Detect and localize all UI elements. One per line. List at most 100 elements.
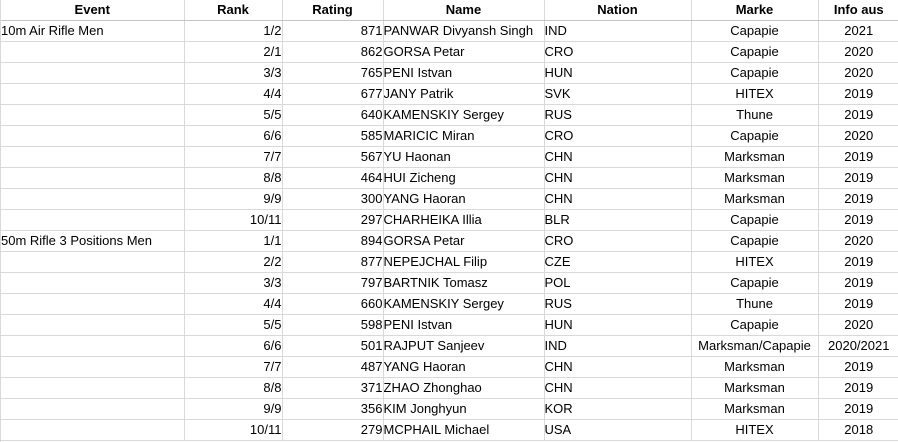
cell-rating[interactable]: 297: [282, 209, 384, 231]
cell-rank[interactable]: 6/6: [184, 335, 283, 357]
cell-rank[interactable]: 10/11: [184, 209, 283, 231]
cell-rating[interactable]: 567: [282, 146, 384, 168]
cell-name[interactable]: YANG Haoran: [383, 356, 545, 378]
cell-event[interactable]: [1, 398, 185, 420]
cell-rating[interactable]: 501: [282, 335, 384, 357]
cell-event[interactable]: [1, 104, 185, 126]
cell-nation[interactable]: IND: [544, 20, 692, 42]
cell-name[interactable]: YANG Haoran: [383, 188, 545, 210]
cell-rating[interactable]: 487: [282, 356, 384, 378]
cell-rank[interactable]: 1/2: [184, 20, 283, 42]
cell-marke[interactable]: Capapie: [691, 209, 819, 231]
cell-marke[interactable]: Marksman: [691, 398, 819, 420]
cell-rank[interactable]: 6/6: [184, 125, 283, 147]
cell-rating[interactable]: 585: [282, 125, 384, 147]
cell-nation[interactable]: CRO: [544, 230, 692, 252]
header-cell-name[interactable]: Name: [383, 0, 545, 21]
cell-event[interactable]: 50m Rifle 3 Positions Men: [1, 230, 185, 252]
cell-name[interactable]: JANY Patrik: [383, 83, 545, 105]
header-cell-info_aus[interactable]: Info aus: [818, 0, 898, 21]
cell-info_aus[interactable]: 2019: [818, 377, 898, 399]
cell-rank[interactable]: 5/5: [184, 314, 283, 336]
cell-name[interactable]: PENI Istvan: [383, 62, 545, 84]
cell-rank[interactable]: 8/8: [184, 167, 283, 189]
cell-marke[interactable]: Capapie: [691, 125, 819, 147]
cell-info_aus[interactable]: 2019: [818, 272, 898, 294]
cell-info_aus[interactable]: 2019: [818, 398, 898, 420]
cell-event[interactable]: [1, 251, 185, 273]
cell-rank[interactable]: 3/3: [184, 62, 283, 84]
cell-name[interactable]: ZHAO Zhonghao: [383, 377, 545, 399]
cell-rank[interactable]: 9/9: [184, 188, 283, 210]
cell-nation[interactable]: HUN: [544, 314, 692, 336]
cell-nation[interactable]: CHN: [544, 377, 692, 399]
cell-name[interactable]: MCPHAIL Michael: [383, 419, 545, 441]
cell-event[interactable]: [1, 419, 185, 441]
cell-rating[interactable]: 894: [282, 230, 384, 252]
cell-rank[interactable]: 1/1: [184, 230, 283, 252]
cell-marke[interactable]: Capapie: [691, 62, 819, 84]
cell-rating[interactable]: 877: [282, 251, 384, 273]
cell-info_aus[interactable]: 2019: [818, 167, 898, 189]
cell-info_aus[interactable]: 2020: [818, 230, 898, 252]
cell-rank[interactable]: 10/11: [184, 419, 283, 441]
cell-name[interactable]: YU Haonan: [383, 146, 545, 168]
header-cell-rank[interactable]: Rank: [184, 0, 283, 21]
cell-rating[interactable]: 765: [282, 62, 384, 84]
cell-nation[interactable]: SVK: [544, 83, 692, 105]
cell-nation[interactable]: CRO: [544, 41, 692, 63]
cell-name[interactable]: PENI Istvan: [383, 314, 545, 336]
cell-rating[interactable]: 660: [282, 293, 384, 315]
cell-nation[interactable]: RUS: [544, 293, 692, 315]
cell-marke[interactable]: Thune: [691, 104, 819, 126]
cell-rank[interactable]: 2/2: [184, 251, 283, 273]
cell-nation[interactable]: CZE: [544, 251, 692, 273]
cell-rank[interactable]: 7/7: [184, 356, 283, 378]
cell-marke[interactable]: Capapie: [691, 20, 819, 42]
cell-rank[interactable]: 9/9: [184, 398, 283, 420]
cell-marke[interactable]: Capapie: [691, 314, 819, 336]
cell-event[interactable]: [1, 83, 185, 105]
cell-nation[interactable]: BLR: [544, 209, 692, 231]
cell-event[interactable]: [1, 377, 185, 399]
cell-event[interactable]: 10m Air Rifle Men: [1, 20, 185, 42]
cell-name[interactable]: KIM Jonghyun: [383, 398, 545, 420]
cell-name[interactable]: KAMENSKIY Sergey: [383, 293, 545, 315]
cell-name[interactable]: MARICIC Miran: [383, 125, 545, 147]
cell-info_aus[interactable]: 2019: [818, 209, 898, 231]
cell-info_aus[interactable]: 2020: [818, 62, 898, 84]
cell-nation[interactable]: USA: [544, 419, 692, 441]
cell-rank[interactable]: 5/5: [184, 104, 283, 126]
cell-name[interactable]: HUI Zicheng: [383, 167, 545, 189]
cell-event[interactable]: [1, 272, 185, 294]
cell-nation[interactable]: CHN: [544, 167, 692, 189]
cell-nation[interactable]: CHN: [544, 188, 692, 210]
cell-rank[interactable]: 7/7: [184, 146, 283, 168]
cell-info_aus[interactable]: 2019: [818, 188, 898, 210]
cell-rating[interactable]: 862: [282, 41, 384, 63]
cell-rating[interactable]: 279: [282, 419, 384, 441]
cell-nation[interactable]: CRO: [544, 125, 692, 147]
cell-event[interactable]: [1, 209, 185, 231]
cell-info_aus[interactable]: 2018: [818, 419, 898, 441]
cell-nation[interactable]: KOR: [544, 398, 692, 420]
cell-event[interactable]: [1, 62, 185, 84]
cell-info_aus[interactable]: 2019: [818, 356, 898, 378]
cell-nation[interactable]: POL: [544, 272, 692, 294]
cell-marke[interactable]: Capapie: [691, 272, 819, 294]
cell-rank[interactable]: 4/4: [184, 293, 283, 315]
cell-marke[interactable]: Capapie: [691, 41, 819, 63]
cell-name[interactable]: GORSA Petar: [383, 41, 545, 63]
cell-event[interactable]: [1, 167, 185, 189]
cell-info_aus[interactable]: 2020: [818, 41, 898, 63]
cell-rating[interactable]: 371: [282, 377, 384, 399]
cell-info_aus[interactable]: 2020: [818, 314, 898, 336]
cell-info_aus[interactable]: 2021: [818, 20, 898, 42]
cell-rank[interactable]: 3/3: [184, 272, 283, 294]
cell-marke[interactable]: Marksman: [691, 356, 819, 378]
header-cell-nation[interactable]: Nation: [544, 0, 692, 21]
cell-marke[interactable]: HITEX: [691, 83, 819, 105]
cell-name[interactable]: GORSA Petar: [383, 230, 545, 252]
cell-marke[interactable]: Marksman: [691, 377, 819, 399]
cell-rating[interactable]: 871: [282, 20, 384, 42]
